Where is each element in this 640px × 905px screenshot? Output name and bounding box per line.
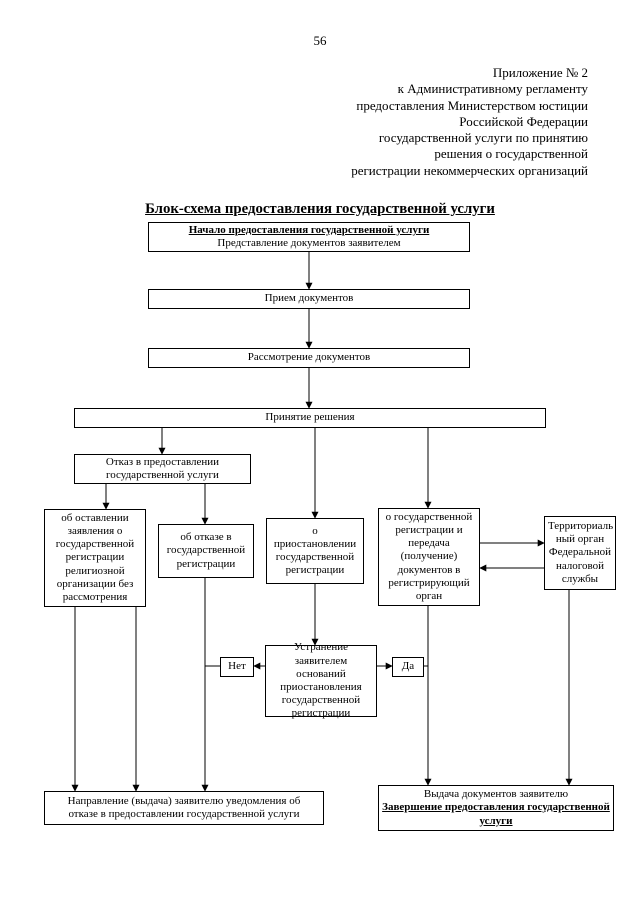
section-title: Блок-схема предоставления государственно…	[0, 201, 640, 218]
header-line: Приложение № 2	[288, 65, 588, 81]
header-line: решения о государственной	[288, 146, 588, 162]
flowchart-node-out_refuse: Направление (выдача) заявителю уведомлен…	[44, 791, 324, 825]
header-line: государственной услуги по принятию	[288, 130, 588, 146]
flowchart-node-fns: Территориальный органФедеральнойналогово…	[544, 516, 616, 590]
header-line: к Административному регламенту	[288, 81, 588, 97]
flowchart-node-b3: оприостановлениигосударственнойрегистрац…	[266, 518, 364, 584]
header-line: регистрации некоммерческих организаций	[288, 163, 588, 179]
appendix-header: Приложение № 2 к Административному регла…	[288, 65, 588, 179]
header-line: Российской Федерации	[288, 114, 588, 130]
flowchart-node-no: Нет	[220, 657, 254, 677]
flowchart-node-yes: Да	[392, 657, 424, 677]
flowchart-node-out_issue: Выдача документов заявителюЗавершение пр…	[378, 785, 614, 831]
flowchart-node-reception: Прием документов	[148, 289, 470, 309]
flowchart-node-fix: Устранениезаявителем основанийприостанов…	[265, 645, 377, 717]
header-line: предоставления Министерством юстиции	[288, 98, 588, 114]
flowchart-node-refusal_hdr: Отказ в предоставлениигосударственной ус…	[74, 454, 251, 484]
flowchart-node-start: Начало предоставления государственной ус…	[148, 222, 470, 252]
flowchart-node-review: Рассмотрение документов	[148, 348, 470, 368]
flowchart-node-b2: об отказе вгосударственнойрегистрации	[158, 524, 254, 578]
page-number: 56	[0, 33, 640, 49]
flowchart-node-b4: о государственнойрегистрации ипередача(п…	[378, 508, 480, 606]
flowchart-node-b1: об оставлениизаявления огосударственнойр…	[44, 509, 146, 607]
flowchart-node-decision: Принятие решения	[74, 408, 546, 428]
